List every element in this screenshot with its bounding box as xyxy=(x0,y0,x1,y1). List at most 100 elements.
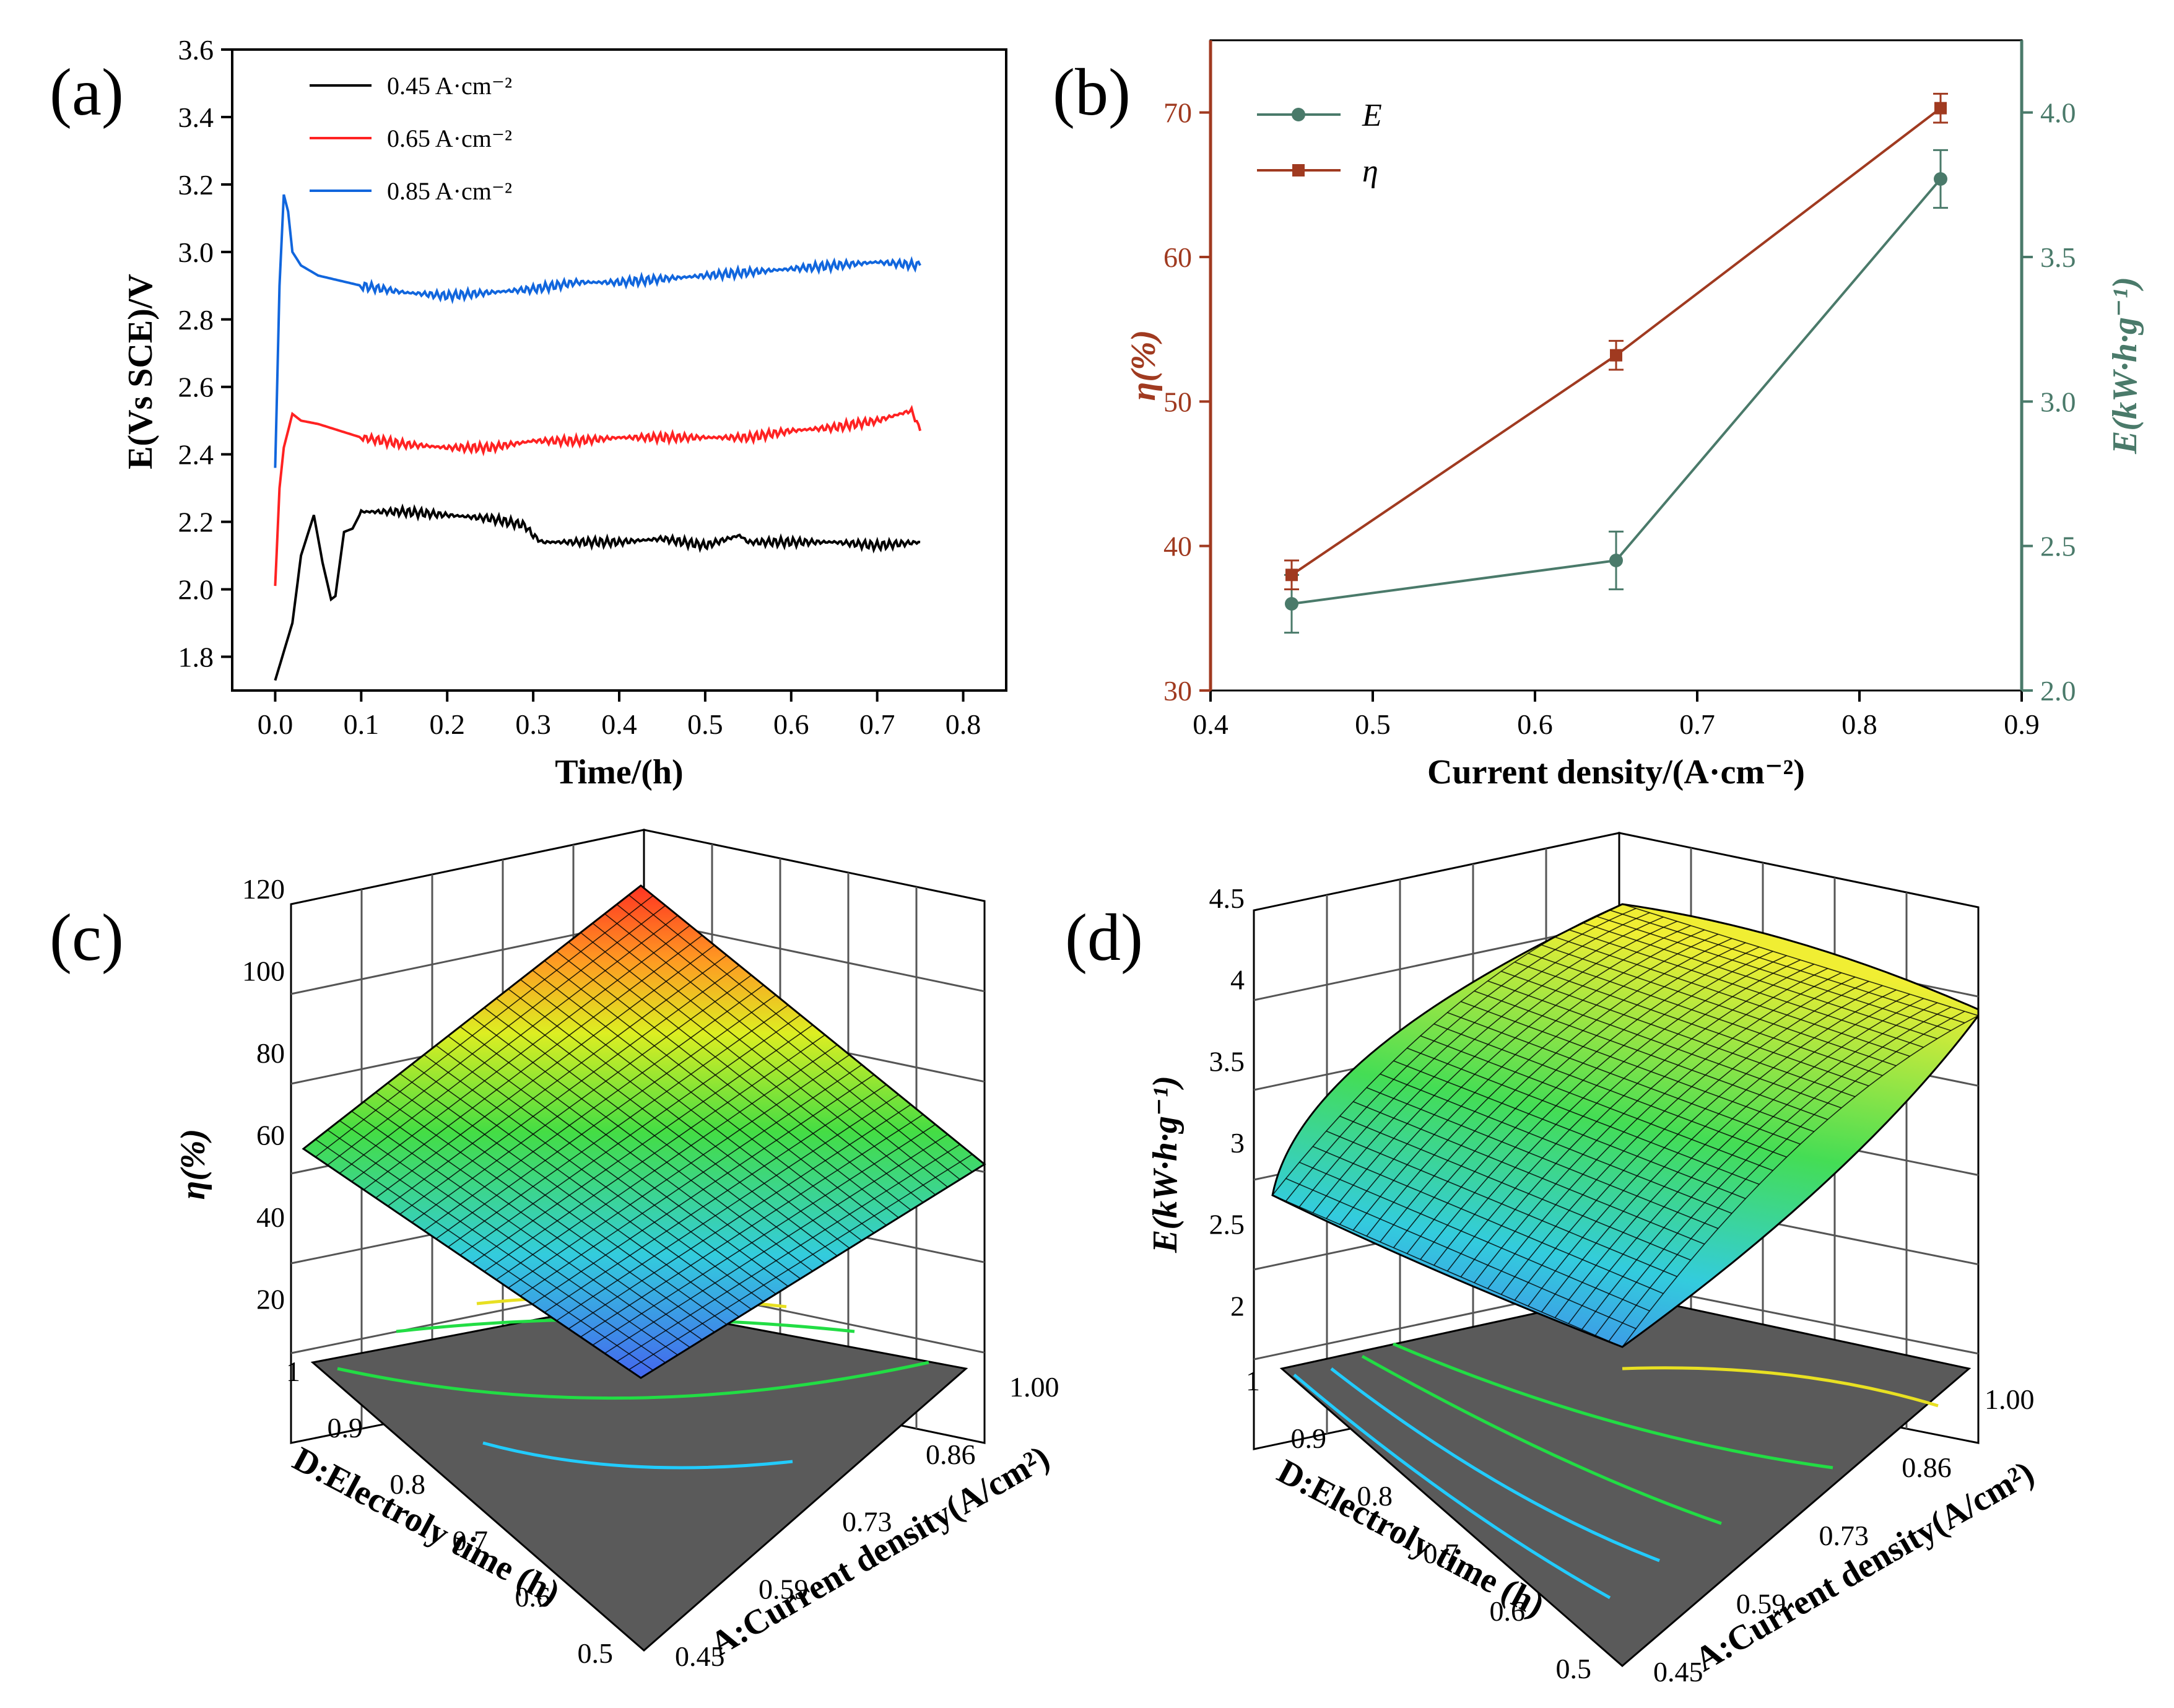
chart-d-x-ticks: 0.45 0.59 0.73 0.86 1.00 xyxy=(1653,1383,2035,1688)
chart-a-legend-label: 0.45 A·cm⁻² xyxy=(387,72,512,100)
chart-c-z-label: η(%) xyxy=(174,1129,212,1200)
chart-b-left-ticks: 30 40 50 60 70 xyxy=(1163,97,1211,707)
chart-d-surface-mesh xyxy=(1272,904,1979,1348)
chart-z-tick-label: 3 xyxy=(1230,1127,1245,1159)
chart-a-y-tick-label: 3.4 xyxy=(178,102,214,133)
chart-c-x-ticks: 0.45 0.59 0.73 0.86 1.00 xyxy=(675,1371,1059,1672)
chart-base-tick-label: 0.7 xyxy=(453,1525,489,1556)
chart-base-tick-label: 0.8 xyxy=(390,1468,426,1500)
chart-b-right-ticks: 2.0 2.5 3.0 3.5 4.0 xyxy=(2022,97,2076,707)
chart-b-point xyxy=(1934,102,1947,115)
chart-b-point xyxy=(1609,554,1623,567)
chart-c-surface-mesh xyxy=(303,885,985,1379)
chart-z-tick-label: 2.5 xyxy=(1209,1209,1245,1240)
chart-a-legend-label: 0.65 A·cm⁻² xyxy=(387,124,512,152)
chart-a: 0.0 0.1 0.2 0.3 0.4 0.5 0.6 0.7 0.8 1.8 2.0 2.2 2.4… xyxy=(121,34,1007,791)
chart-base-tick-label: 1 xyxy=(1246,1365,1260,1396)
chart-b-point xyxy=(1285,597,1298,611)
chart-b-right-tick-label: 3.5 xyxy=(2040,242,2076,273)
chart-base-tick-label: 0.73 xyxy=(842,1506,892,1538)
chart-b-left-tick-label: 50 xyxy=(1163,386,1192,417)
chart-a-x-ticks: 0.0 0.1 0.2 0.3 0.4 0.5 0.6 0.7 0.8 xyxy=(258,691,981,740)
chart-b-legend-marker xyxy=(1292,164,1305,176)
chart-b-x-label: Current density/(A·cm⁻²) xyxy=(1427,753,1805,791)
chart-base-tick-label: 0.45 xyxy=(1653,1656,1703,1688)
chart-a-x-tick-label: 0.5 xyxy=(687,708,723,740)
panel-label-d: (d) xyxy=(1065,901,1143,975)
chart-a-y-tick-label: 2.8 xyxy=(178,304,214,336)
chart-b-legend-label: E xyxy=(1362,98,1382,133)
chart-z-tick-label: 4 xyxy=(1230,964,1245,996)
chart-z-tick-label: 2 xyxy=(1230,1290,1245,1322)
chart-a-x-tick-label: 0.7 xyxy=(859,708,895,740)
chart-base-tick-label: 0.73 xyxy=(1819,1520,1869,1551)
chart-a-series-line xyxy=(274,194,921,468)
chart-a-y-tick-label: 3.6 xyxy=(178,34,214,66)
chart-b-x-tick-label: 0.4 xyxy=(1193,708,1228,740)
chart-b-point xyxy=(1610,349,1622,362)
chart-b-x-tick-label: 0.9 xyxy=(2004,708,2040,740)
chart-d-floor xyxy=(1279,1293,1972,1667)
chart-z-tick-label: 4.5 xyxy=(1209,882,1245,914)
chart-z-tick-label: 100 xyxy=(242,956,285,987)
chart-b-legend-marker xyxy=(1292,108,1305,121)
chart-d-surface xyxy=(1271,903,1980,1348)
chart-z-tick-label: 80 xyxy=(256,1037,285,1069)
chart-a-plot-frame xyxy=(231,48,1007,692)
chart-base-tick-label: 0.5 xyxy=(578,1637,614,1669)
chart-b-x-tick-label: 0.8 xyxy=(1841,708,1877,740)
chart-b-right-tick-label: 2.0 xyxy=(2040,675,2076,707)
chart-a-y-tick-label: 2.4 xyxy=(178,439,214,471)
chart-b-x-tick-label: 0.5 xyxy=(1355,708,1391,740)
chart-b-x-tick-label: 0.7 xyxy=(1679,708,1715,740)
chart-b-x-tick-label: 0.6 xyxy=(1517,708,1553,740)
chart-b-left-tick-label: 60 xyxy=(1163,242,1192,273)
chart-b-series xyxy=(1284,92,1948,634)
chart-base-tick-label: 0.45 xyxy=(675,1640,725,1672)
chart-d-z-label: E(kW·h·g⁻¹) xyxy=(1146,1076,1185,1253)
chart-base-tick-label: 0.9 xyxy=(328,1412,363,1444)
chart-z-tick-label: 20 xyxy=(256,1284,285,1315)
chart-b-point xyxy=(1285,569,1298,582)
chart-c-z-ticks: 20 40 60 80 100 120 xyxy=(242,873,285,1315)
chart-z-tick-label: 120 xyxy=(242,873,285,905)
chart-a-y-tick-label: 3.2 xyxy=(178,169,214,201)
chart-a-x-tick-label: 0.0 xyxy=(258,708,293,740)
chart-z-tick-label: 3.5 xyxy=(1209,1045,1245,1077)
chart-a-x-tick-label: 0.2 xyxy=(429,708,465,740)
chart-a-y-tick-label: 1.8 xyxy=(178,642,214,673)
chart-z-tick-label: 60 xyxy=(256,1120,285,1151)
panel-label-a: (a) xyxy=(50,56,124,129)
chart-base-tick-label: 0.5 xyxy=(1556,1653,1592,1684)
chart-c-y-ticks: 0.5 0.6 0.7 0.8 0.9 1 xyxy=(286,1356,613,1669)
chart-a-legend-label: 0.85 A·cm⁻² xyxy=(387,177,512,205)
chart-z-tick-label: 40 xyxy=(256,1201,285,1233)
chart-d-contours xyxy=(1293,1342,1939,1600)
chart-d-z-ticks: 2 2.5 3 3.5 4 4.5 xyxy=(1209,882,1245,1322)
chart-d-y-ticks: 0.5 0.6 0.7 0.8 0.9 1 xyxy=(1246,1365,1591,1684)
chart-a-y-tick-label: 2.2 xyxy=(178,507,214,538)
chart-a-x-tick-label: 0.6 xyxy=(773,708,809,740)
chart-a-y-ticks: 1.8 2.0 2.2 2.4 2.6 2.8 3.0 3.2 3.4 3.6 xyxy=(178,34,232,673)
chart-a-x-tick-label: 0.1 xyxy=(344,708,380,740)
chart-b-point xyxy=(1934,172,1947,186)
chart-b-right-label: E(kW·h·g⁻¹) xyxy=(2106,277,2144,455)
chart-b-left-tick-label: 40 xyxy=(1163,531,1192,562)
chart-b-left-tick-label: 70 xyxy=(1163,97,1192,129)
chart-base-tick-label: 0.59 xyxy=(759,1573,809,1605)
chart-b-left-tick-label: 30 xyxy=(1163,675,1192,707)
chart-b-right-tick-label: 2.5 xyxy=(2040,531,2076,562)
chart-a-y-label: E(Vs SCE)/V xyxy=(121,274,160,469)
chart-b: 0.4 0.5 0.6 0.7 0.8 0.9 30 40 50 60 70 2.0 2.5 3.0 3… xyxy=(1124,39,2144,791)
chart-base-tick-label: 0.9 xyxy=(1291,1423,1327,1454)
chart-a-x-tick-label: 0.8 xyxy=(946,708,981,740)
panel-label-c: (c) xyxy=(50,901,124,975)
chart-a-x-label: Time/(h) xyxy=(555,753,683,791)
chart-a-series xyxy=(274,194,922,681)
panel-label-b: (b) xyxy=(1053,56,1131,129)
chart-b-right-tick-label: 4.0 xyxy=(2040,97,2076,129)
chart-base-tick-label: 0.86 xyxy=(1902,1452,1952,1483)
chart-a-x-tick-label: 0.4 xyxy=(601,708,637,740)
chart-a-y-tick-label: 3.0 xyxy=(178,237,214,268)
chart-b-legend-label: η xyxy=(1362,154,1378,189)
